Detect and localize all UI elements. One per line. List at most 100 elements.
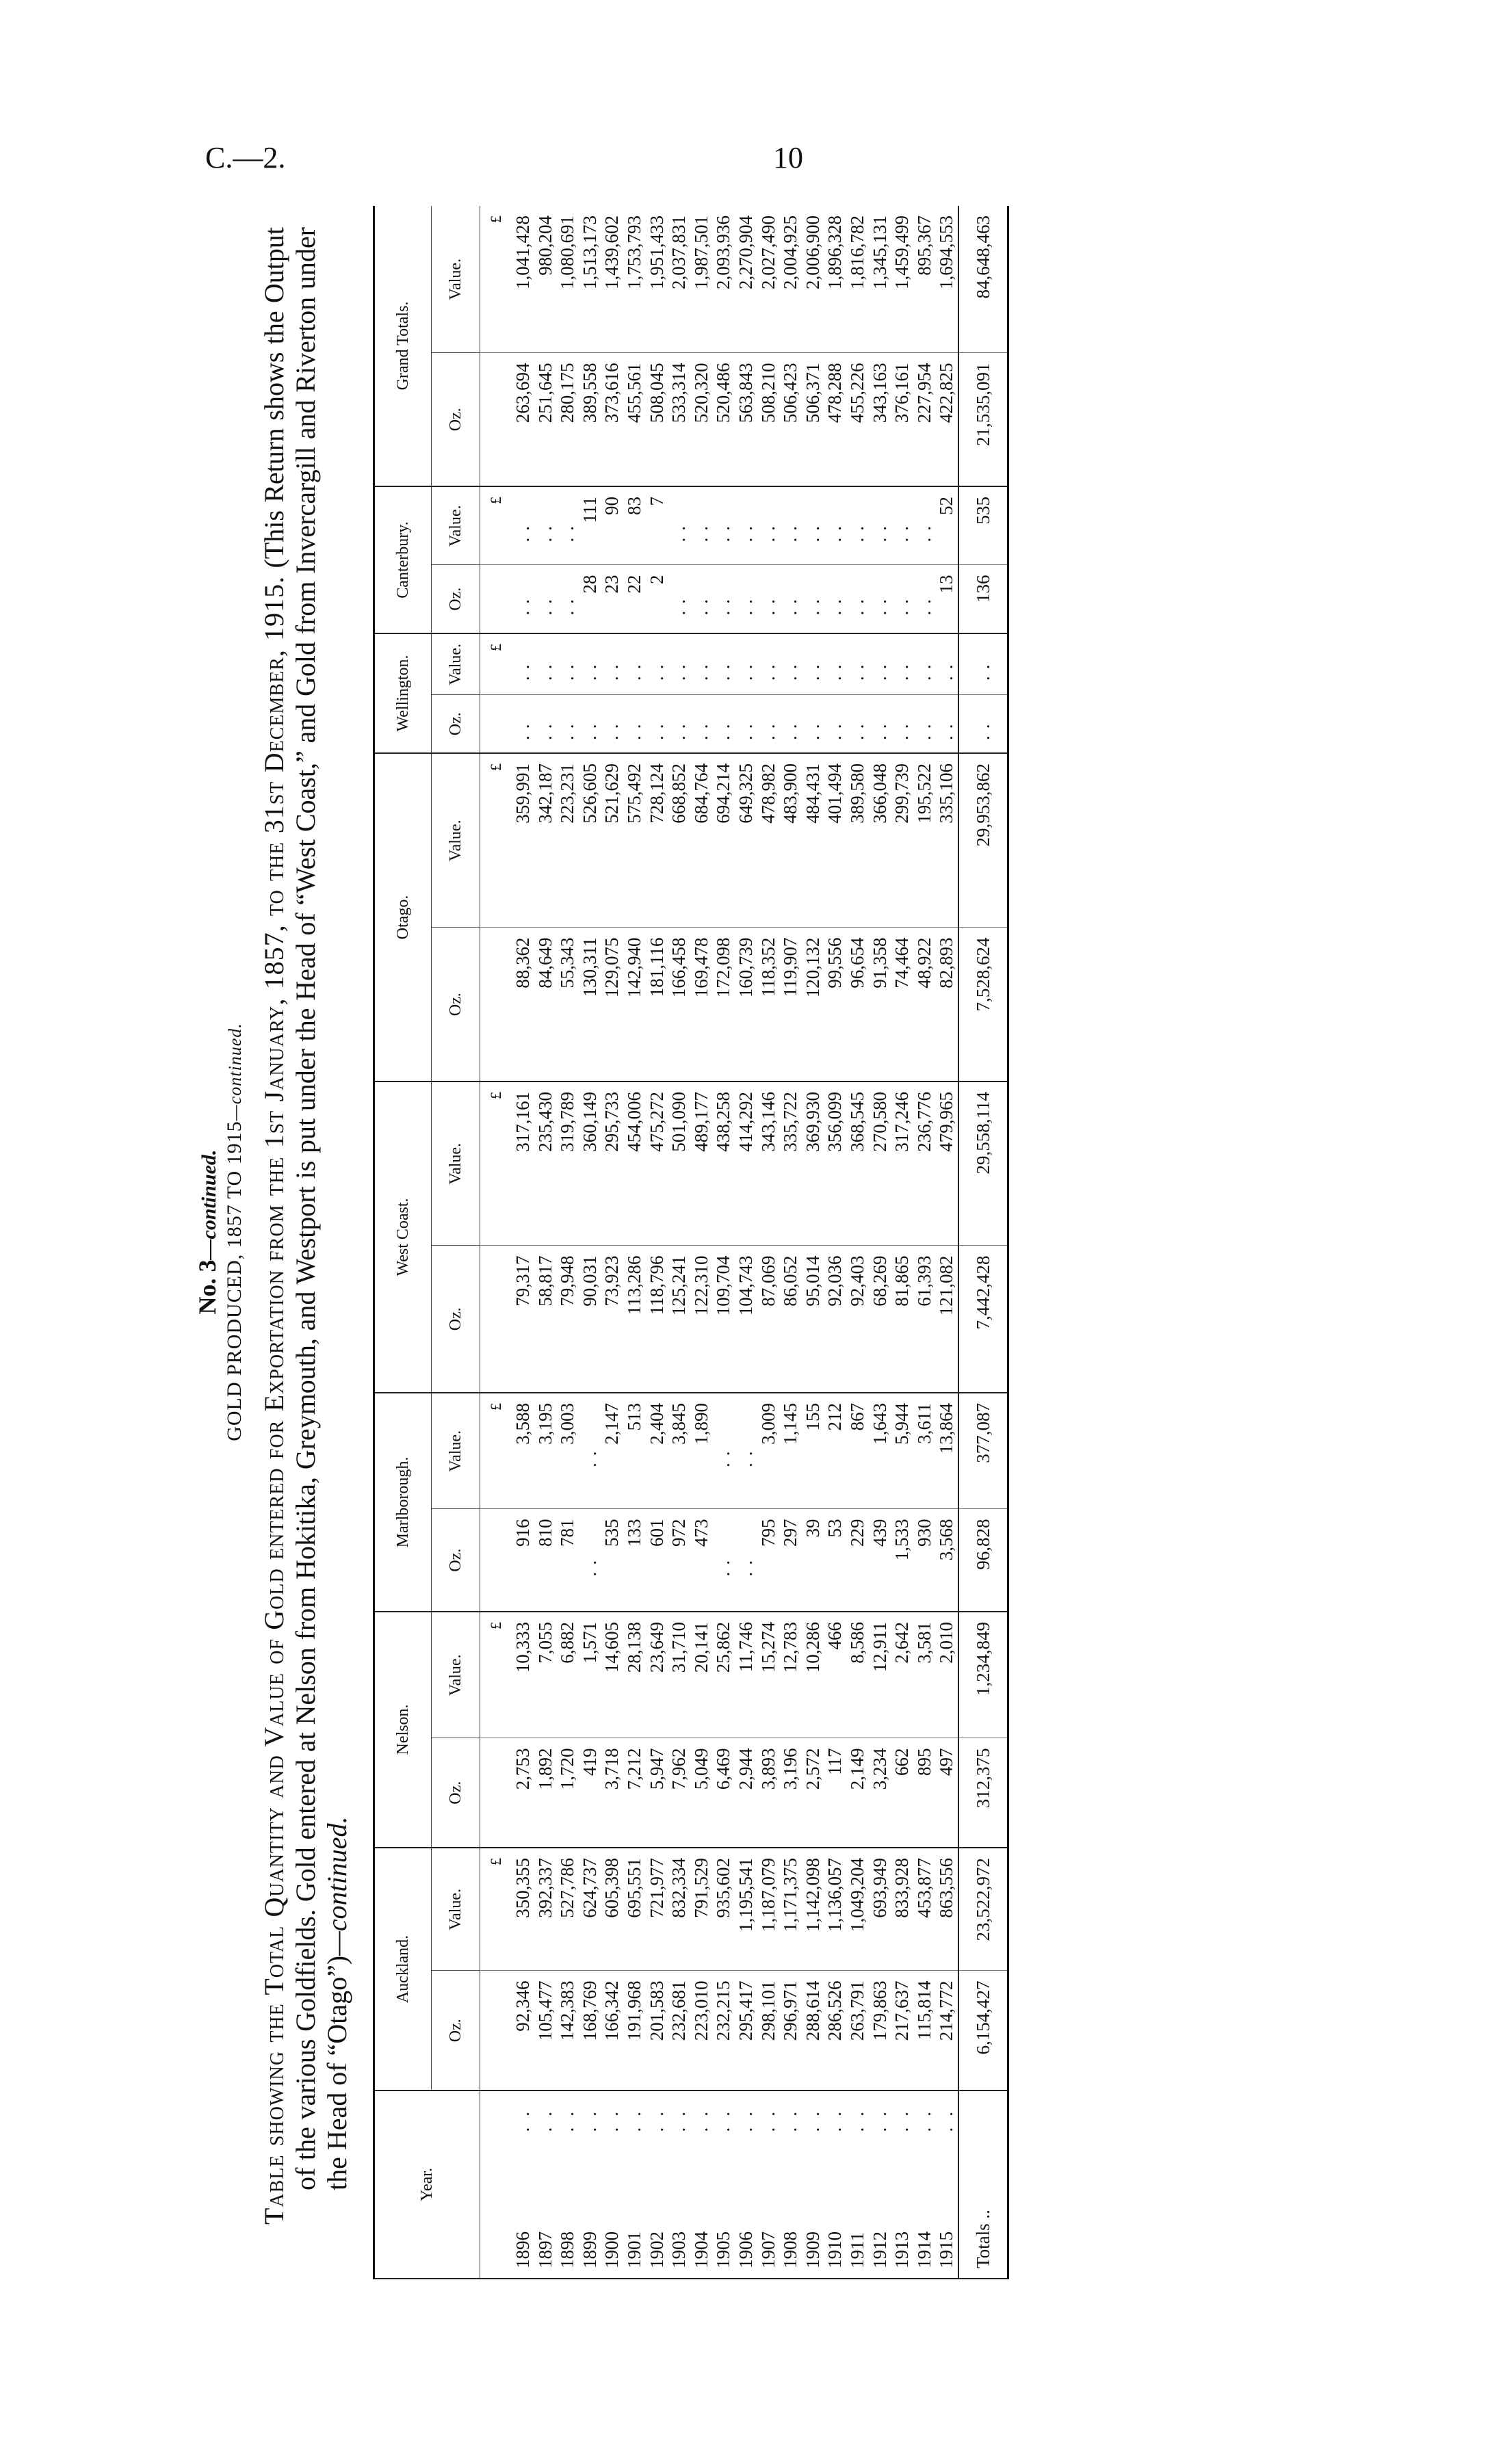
canterbury-oz-cell: 2: [645, 565, 668, 633]
grand-totals-oz-cell: 520,320: [690, 353, 713, 486]
auckland-value-cell: 350,355: [512, 1848, 534, 1971]
auckland-value-cell: 832,334: [668, 1848, 690, 1971]
auckland-oz-cell: 105,477: [534, 1971, 557, 2091]
canterbury-value-header: Value.: [431, 486, 480, 565]
nelson-oz-cell: 7,962: [668, 1738, 690, 1848]
wellington-value-cell: ..: [512, 633, 534, 695]
year-cell: 1911..: [846, 2091, 869, 2279]
otago-value-cell: 728,124: [645, 753, 668, 928]
marlborough-oz-cell: 53: [824, 1509, 846, 1612]
wellington-oz-cell: ..: [534, 695, 557, 753]
year-label: 1911: [846, 2232, 867, 2268]
wellington-value-cell: ..: [824, 633, 846, 695]
otago-value-cell: 478,982: [757, 753, 780, 928]
grand-totals-oz-cell: 455,226: [846, 353, 869, 486]
nelson-value-cell: 23,649: [645, 1612, 668, 1738]
west-coast-oz-cell: 68,269: [868, 1246, 891, 1393]
grand-totals-oz-cell: 520,486: [712, 353, 735, 486]
year-label: 1905: [713, 2231, 734, 2268]
subtitle-suffix: —continued.: [225, 1023, 245, 1121]
dot-leader: ..: [512, 2101, 533, 2132]
year-label: 1910: [824, 2231, 846, 2268]
marlborough-oz-cell: 39: [801, 1509, 824, 1612]
currency-symbol: £: [480, 205, 512, 353]
dot-leader: ..: [601, 2101, 623, 2132]
marlborough-oz-cell: ..: [712, 1509, 735, 1612]
grand-totals-oz-cell: 343,163: [868, 353, 891, 486]
grand-totals-oz-cell: 389,558: [578, 353, 601, 486]
wellington-value-cell: ..: [801, 633, 824, 695]
marlborough-value-cell: 513: [623, 1393, 646, 1509]
grand-totals-oz-cell: 508,210: [757, 353, 780, 486]
dot-leader: ..: [936, 2101, 957, 2132]
marlborough-value-cell: 155: [801, 1393, 824, 1509]
west-coast-value-cell: 489,177: [690, 1082, 713, 1246]
year-cell: 1905..: [712, 2091, 735, 2279]
canterbury-value-cell: ..: [913, 486, 936, 565]
nelson-oz-cell: 117: [824, 1738, 846, 1848]
otago-value-cell: 342,187: [534, 753, 557, 928]
table-row: 1897.. 105,477 392,337 1,892 7,055 810 3,195 58…: [534, 205, 557, 2279]
auckland-oz-cell: 214,772: [935, 1971, 958, 2091]
wellington-oz-cell: ..: [757, 695, 780, 753]
empty-cell: [480, 1246, 512, 1393]
otago-value-cell: 575,492: [623, 753, 646, 928]
nelson-oz-cell: 6,469: [712, 1738, 735, 1848]
canterbury-oz-cell: 23: [601, 565, 623, 633]
grand-totals-value-cell: 1,951,433: [645, 205, 668, 353]
wellington-oz-cell: ..: [690, 695, 713, 753]
nelson-value-cell: 3,581: [913, 1612, 936, 1738]
year-header: Year.: [374, 2091, 480, 2279]
marlborough-value-cell: 3,003: [556, 1393, 579, 1509]
wellington-oz-cell: ..: [958, 695, 1008, 753]
grand-totals-value-cell: 2,027,490: [757, 205, 780, 353]
west-coast-value-cell: 369,930: [801, 1082, 824, 1246]
auckland-value-cell: 1,195,541: [734, 1848, 757, 1971]
table-title: Table showing the Total Quantity and Val…: [259, 227, 353, 2225]
wellington-value-cell: ..: [779, 633, 802, 695]
canterbury-oz-cell: 22: [623, 565, 646, 633]
west-coast-oz-header: Oz.: [431, 1246, 480, 1393]
west-coast-oz-cell: 92,036: [824, 1246, 846, 1393]
year-label: 1901: [623, 2231, 644, 2268]
auckland-value-header: Value.: [431, 1848, 480, 1971]
auckland-oz-cell: 168,769: [578, 1971, 601, 2091]
year-label: 1915: [936, 2231, 957, 2268]
nelson-value-cell: 31,710: [668, 1612, 690, 1738]
marlborough-value-cell: 867: [846, 1393, 869, 1509]
marlborough-value-cell: ..: [712, 1393, 735, 1509]
auckland-oz-cell: 263,791: [846, 1971, 869, 2091]
marlborough-value-cell: 3,195: [534, 1393, 557, 1509]
marlborough-value-cell: 3,845: [668, 1393, 690, 1509]
grand-totals-value-cell: 1,987,501: [690, 205, 713, 353]
year-label: 1904: [690, 2231, 711, 2268]
table-number-text: No. 3: [194, 1259, 221, 1315]
grand-totals-value-cell: 895,367: [913, 205, 936, 353]
grand-totals-value-cell: 2,006,900: [801, 205, 824, 353]
canterbury-value-cell: ..: [734, 486, 757, 565]
nelson-value-cell: 1,571: [578, 1612, 601, 1738]
group-header-otago: Otago.: [374, 753, 432, 1082]
west-coast-value-cell: 475,272: [645, 1082, 668, 1246]
west-coast-value-cell: 414,292: [734, 1082, 757, 1246]
year-label: 1899: [579, 2231, 600, 2268]
wellington-value-cell: ..: [757, 633, 780, 695]
canterbury-oz-cell: ..: [712, 565, 735, 633]
canterbury-oz-cell: ..: [846, 565, 869, 633]
marlborough-value-cell: 377,087: [958, 1393, 1008, 1509]
nelson-oz-cell: 419: [578, 1738, 601, 1848]
nelson-oz-cell: 2,944: [734, 1738, 757, 1848]
wellington-oz-cell: ..: [846, 695, 869, 753]
otago-oz-cell: 160,739: [734, 928, 757, 1082]
canterbury-oz-header: Oz.: [431, 565, 480, 633]
wellington-value-cell: ..: [846, 633, 869, 695]
nelson-value-cell: 11,746: [734, 1612, 757, 1738]
grand-totals-value-cell: 2,093,936: [712, 205, 735, 353]
year-cell: 1914..: [913, 2091, 936, 2279]
auckland-oz-cell: 295,417: [734, 1971, 757, 2091]
grand-totals-oz-cell: 533,314: [668, 353, 690, 486]
nelson-oz-cell: 2,149: [846, 1738, 869, 1848]
year-cell: 1906..: [734, 2091, 757, 2279]
wellington-oz-cell: ..: [668, 695, 690, 753]
empty-cell: [480, 928, 512, 1082]
